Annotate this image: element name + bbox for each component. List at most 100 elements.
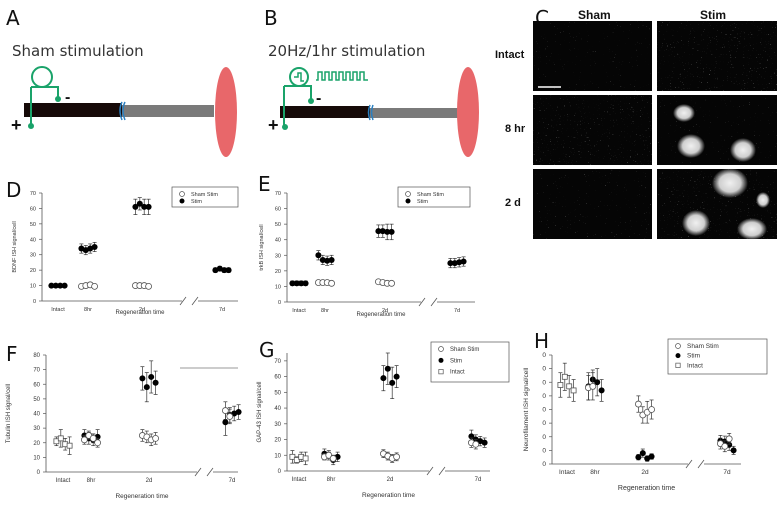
column-title-sham: Sham bbox=[578, 8, 611, 22]
data-point bbox=[388, 279, 396, 287]
chart-tubulin: 0 10 20 30 40 50 60 70 80 Intact 8hr 2d 7d Regenerati… bbox=[6, 353, 242, 500]
data-point bbox=[152, 434, 160, 442]
data-point bbox=[289, 280, 296, 287]
svg-text:20: 20 bbox=[275, 269, 281, 275]
data-point bbox=[447, 260, 454, 267]
x-tick-label: 8hr bbox=[590, 469, 600, 476]
svg-text:30: 30 bbox=[30, 253, 36, 259]
chart-gap43: 0 10 20 30 40 50 60 70 Intact 8hr 2d 7d Regeneration… bbox=[257, 341, 510, 499]
panel-b-title: 20Hz/1hr stimulation bbox=[268, 42, 426, 60]
svg-text:Stim: Stim bbox=[687, 353, 700, 360]
chart-bdnf: 0 10 20 30 40 50 60 70 Intact 8hr 2d 7d Regeneration… bbox=[12, 186, 239, 316]
data-point bbox=[598, 387, 605, 394]
data-point bbox=[221, 407, 229, 414]
panel-label-d: D bbox=[6, 178, 22, 202]
data-point bbox=[66, 442, 73, 449]
x-tick-label: Intact bbox=[559, 469, 575, 476]
micrograph-stim-8hr bbox=[657, 95, 777, 165]
data-point bbox=[594, 379, 601, 386]
data-point bbox=[557, 382, 564, 388]
data-point bbox=[730, 447, 737, 454]
x-axis-label: Regeneration time bbox=[618, 485, 675, 492]
data-point bbox=[561, 373, 568, 380]
plot-area: 0 10 20 30 40 50 60 70 80 Intact 8hr 2d 7d Regenerati… bbox=[6, 353, 242, 500]
data-point bbox=[91, 282, 98, 290]
x-tick-label: 8hr bbox=[84, 307, 92, 313]
data-point bbox=[61, 282, 68, 289]
data-point bbox=[143, 384, 150, 391]
row-label-8hr: 8 hr bbox=[505, 123, 526, 135]
x-tick-label: 7d bbox=[723, 469, 731, 476]
x-axis-label: Regeneration time bbox=[356, 312, 406, 318]
column-title-stim: Stim bbox=[700, 8, 727, 22]
svg-text:0: 0 bbox=[278, 469, 282, 475]
data-point bbox=[48, 282, 55, 289]
data-point bbox=[293, 280, 300, 287]
svg-text:80: 80 bbox=[33, 353, 40, 359]
panel-label-f: F bbox=[6, 342, 18, 366]
x-tick-label: Intact bbox=[292, 308, 306, 314]
micrograph-sham-intact bbox=[533, 21, 652, 91]
y-axis-label: GAP-43 ISH signal/cell bbox=[257, 381, 263, 442]
minus-sign: - bbox=[316, 90, 322, 107]
data-point bbox=[481, 439, 488, 446]
data-point bbox=[375, 228, 382, 235]
data-point bbox=[472, 440, 480, 448]
svg-text:10: 10 bbox=[274, 453, 281, 459]
data-point bbox=[393, 373, 400, 380]
x-tick-label: 2d bbox=[146, 478, 153, 484]
svg-text:0: 0 bbox=[542, 393, 546, 400]
x-axis-label: Regeneration time bbox=[115, 310, 165, 316]
data-point bbox=[329, 455, 337, 462]
svg-text:40: 40 bbox=[275, 238, 281, 244]
data-point bbox=[635, 400, 642, 408]
data-point bbox=[57, 435, 64, 442]
svg-text:Sham Stim: Sham Stim bbox=[191, 192, 218, 198]
svg-text:20: 20 bbox=[274, 438, 281, 444]
data-point bbox=[328, 279, 335, 287]
sham-stimulation-diagram bbox=[24, 66, 237, 157]
data-point bbox=[222, 419, 229, 426]
data-point bbox=[136, 200, 143, 207]
data-point bbox=[226, 413, 234, 420]
micrograph-stim-intact bbox=[657, 21, 777, 91]
y-axis-label: Neurofilament ISH signal/cell bbox=[523, 367, 530, 451]
svg-text:30: 30 bbox=[33, 426, 40, 432]
data-point bbox=[566, 383, 573, 390]
panel-label-b: B bbox=[264, 6, 278, 30]
x-tick-label: 7d bbox=[219, 307, 225, 313]
x-tick-label: 2d bbox=[387, 477, 394, 483]
svg-text:0: 0 bbox=[542, 447, 546, 454]
data-point bbox=[384, 365, 391, 372]
svg-text:Sham Stim: Sham Stim bbox=[450, 347, 479, 353]
data-point bbox=[152, 379, 159, 386]
data-point bbox=[141, 203, 148, 210]
data-point bbox=[570, 387, 577, 394]
x-tick-label: 2d bbox=[382, 308, 388, 314]
minus-sign: - bbox=[65, 89, 71, 106]
panel-a-title: Sham stimulation bbox=[12, 42, 144, 60]
data-point bbox=[225, 267, 232, 274]
panel-label-a: A bbox=[6, 6, 20, 30]
svg-text:0: 0 bbox=[542, 366, 546, 373]
data-point bbox=[635, 454, 642, 461]
svg-text:50: 50 bbox=[33, 397, 40, 403]
y-axis-label: trkB ISH signal/cell bbox=[259, 224, 265, 270]
y-axis-label: BDNF ISH signal/cell bbox=[12, 221, 18, 272]
svg-text:60: 60 bbox=[33, 382, 40, 388]
svg-text:Stim: Stim bbox=[417, 199, 428, 205]
data-point bbox=[148, 373, 155, 380]
plot-area: 0 10 20 30 40 50 60 70 Intact 8hr 2d 7d Regeneration… bbox=[12, 191, 238, 316]
data-point bbox=[298, 280, 305, 287]
svg-text:40: 40 bbox=[274, 406, 281, 412]
plus-sign: + bbox=[268, 115, 279, 135]
svg-text:Stim: Stim bbox=[191, 199, 202, 205]
svg-text:0: 0 bbox=[278, 300, 281, 306]
axis-break-icon bbox=[194, 467, 214, 477]
data-point bbox=[57, 282, 64, 289]
data-point bbox=[648, 453, 655, 460]
micrograph-sham-8hr bbox=[533, 95, 652, 165]
data-point bbox=[315, 252, 322, 259]
